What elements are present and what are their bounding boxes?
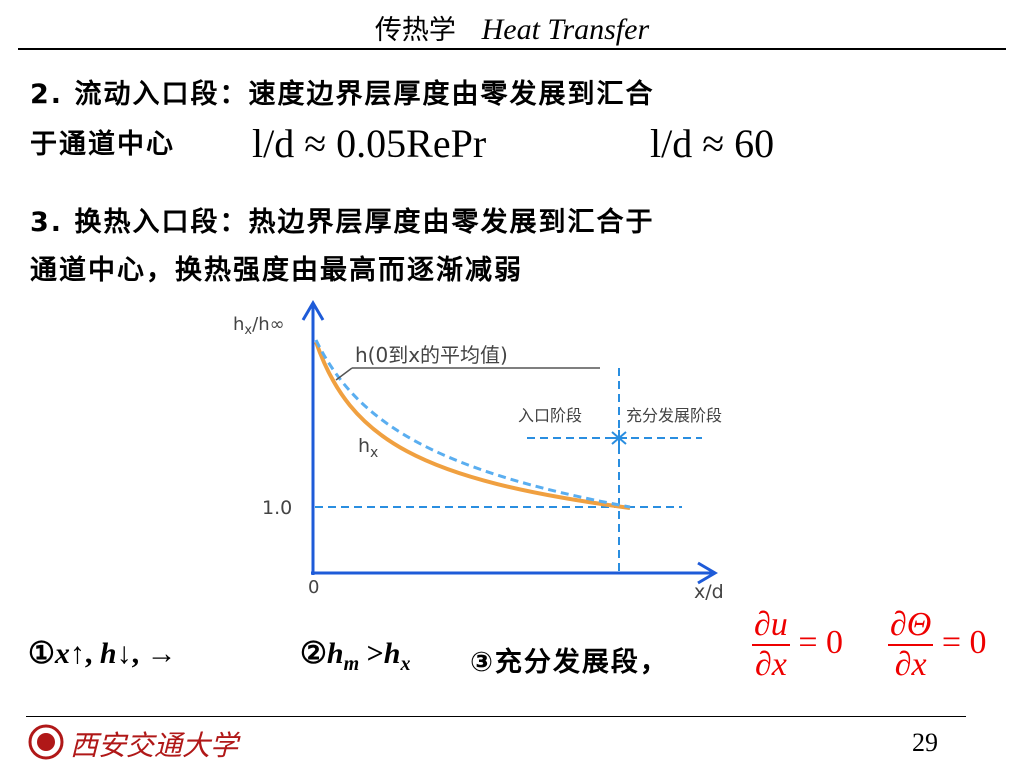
item2-line: 于通道中心 <box>30 129 175 160</box>
y-tick-label: 1.0 <box>262 497 292 519</box>
note1: ①x↑, h↓, → <box>28 636 177 671</box>
eq2: ∂Θ ∂x = 0 <box>888 606 987 684</box>
header: 传热学 Heat Transfer <box>0 8 1024 47</box>
origin-label: 0 <box>308 577 319 598</box>
header-rule <box>18 48 1006 50</box>
rhs: = 0 <box>798 623 843 661</box>
op: > <box>366 637 384 670</box>
local-curve <box>314 341 631 510</box>
arrow: → <box>146 637 177 670</box>
sep: , <box>84 637 93 670</box>
arrow <box>697 561 718 585</box>
note3: ③充分发展段， <box>470 647 669 678</box>
numerator: ∂Θ <box>888 606 934 646</box>
item3-line: 3. 换热入口段：热边界层厚度由零发展到汇合于 <box>30 207 655 238</box>
var: h <box>326 637 344 670</box>
y-axis-label: hx/h∞ <box>233 314 285 338</box>
item3-line: 通道中心，换热强度由最高而逐渐减弱 <box>30 255 523 286</box>
leader <box>335 367 353 381</box>
title-cn: 传热学 <box>374 15 456 46</box>
num: ② <box>300 637 327 670</box>
title-en: Heat Transfer <box>481 13 650 46</box>
numerator: ∂u <box>752 606 790 646</box>
local-label: hx <box>358 435 378 461</box>
x-axis-label: x/d <box>694 581 724 603</box>
var: h <box>99 637 117 670</box>
sep: , <box>131 637 140 670</box>
eq1: ∂u ∂x = 0 <box>752 606 843 684</box>
avg-label: h(0到x的平均值) <box>355 343 508 367</box>
developed-label: 充分发展阶段 <box>626 406 722 425</box>
var: h <box>383 637 401 670</box>
rhs: = 0 <box>941 623 987 661</box>
arrow <box>301 300 325 321</box>
marker <box>611 430 627 446</box>
university: 西安交通大学 <box>70 729 239 762</box>
var: x <box>54 637 70 670</box>
item2-line: 2. 流动入口段：速度边界层厚度由零发展到汇合 <box>30 79 655 110</box>
sub: x <box>400 653 411 675</box>
note2: ②hm >hx <box>300 636 410 676</box>
sub: m <box>343 653 360 675</box>
num: ① <box>28 637 55 670</box>
arrow: ↓ <box>116 637 132 670</box>
entry-label: 入口阶段 <box>518 406 582 425</box>
denominator: ∂x <box>894 646 927 683</box>
page-number: 29 <box>912 728 938 757</box>
footer-rule <box>26 716 966 717</box>
formula: l/d ≈ 60 <box>650 121 775 166</box>
arrow: ↑ <box>69 637 85 670</box>
denominator: ∂x <box>754 646 787 683</box>
logo <box>28 724 64 760</box>
formula: l/d ≈ 0.05RePr <box>252 121 487 166</box>
